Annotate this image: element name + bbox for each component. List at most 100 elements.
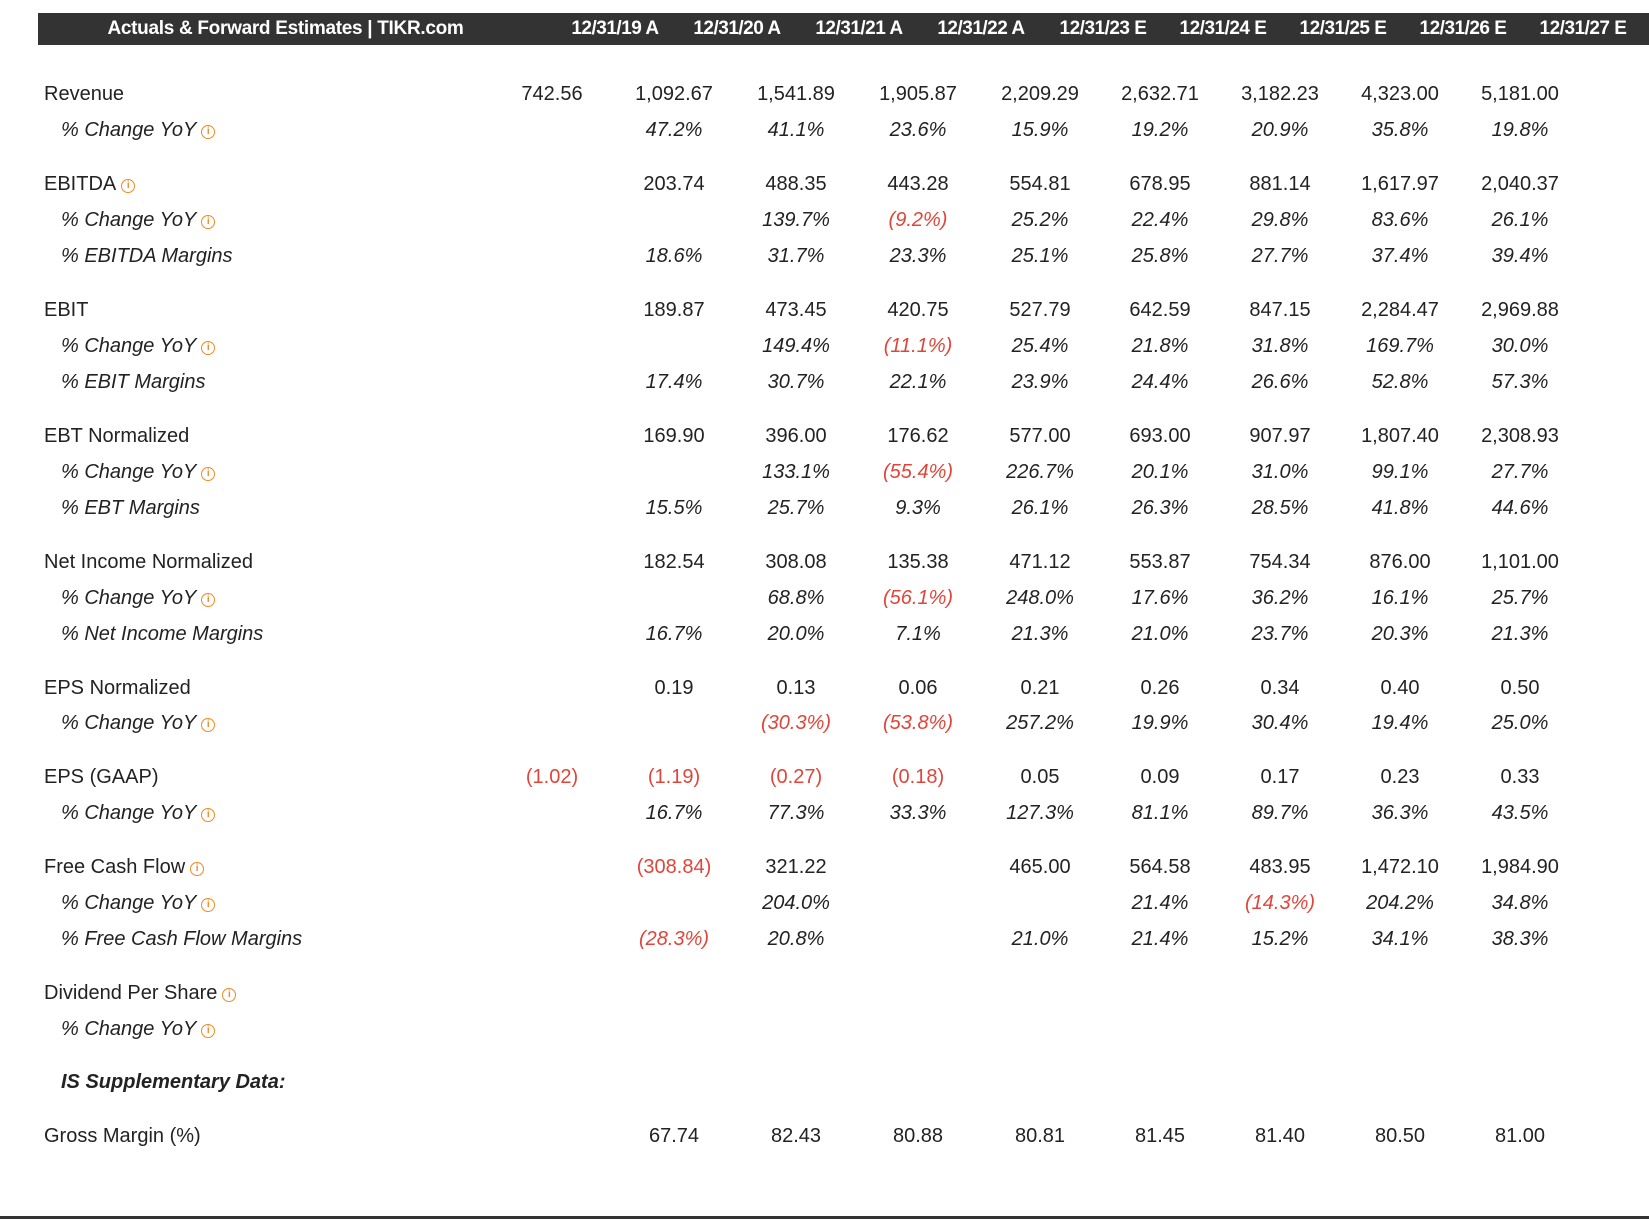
table-cell: 693.00 [1129, 425, 1191, 447]
row-label: Gross Margin (%) [44, 1118, 201, 1154]
table-cell [735, 1064, 857, 1100]
table-cell [491, 418, 613, 454]
table-cell: 27.7% [1251, 245, 1309, 267]
table-cell: 847.15 [1249, 299, 1311, 321]
row-label-text: EBIT [44, 299, 89, 321]
table-cell: 0.06 [898, 677, 938, 699]
table-cell [1339, 1064, 1461, 1100]
table-cell: 0.40 [1380, 677, 1420, 699]
table-cell [979, 885, 1101, 921]
info-circle-icon[interactable]: i [201, 340, 216, 355]
row-label-text: IS Supplementary Data: [61, 1071, 286, 1093]
table-cell: 257.2% [1006, 712, 1074, 734]
table-cell: 26.1% [1011, 497, 1069, 519]
table-cell: 3,182.23 [1241, 83, 1319, 105]
row-label-text: EBITDA [44, 173, 117, 195]
table-cell: 1,472.10 [1361, 856, 1439, 878]
table-cell: 26.1% [1491, 209, 1549, 231]
table-cell: 19.2% [1131, 119, 1189, 141]
info-circle-icon[interactable]: i [121, 178, 136, 193]
table-row: EPS (GAAP) (1.02) (1.19) (0.27) (0.18) 0.05 0.… [0, 759, 1649, 795]
table-cell: 16.1% [1371, 587, 1429, 609]
table-cell: (14.3%) [1244, 892, 1316, 914]
row-label-text: EPS Normalized [44, 677, 191, 699]
column-header: 12/31/24 E [1179, 18, 1267, 39]
table-cell: 18.6% [645, 245, 703, 267]
table-cell [1459, 1011, 1581, 1047]
table-cell: 31.7% [767, 245, 825, 267]
table-cell: 1,617.97 [1361, 173, 1439, 195]
table-row: % EBT Margins 15.5% 25.7% 9.3% 26.1% 26.3% 28.… [0, 490, 1649, 526]
table-row: Net Income Normalized 182.54 308.08 135.38 4… [0, 544, 1649, 580]
table-cell: 21.4% [1131, 928, 1189, 950]
table-cell: 81.00 [1494, 1125, 1546, 1147]
row-label-text: Gross Margin (%) [44, 1125, 201, 1147]
row-label: % Change YoY i [61, 328, 216, 364]
info-circle-icon[interactable]: i [201, 897, 216, 912]
table-cell: 23.9% [1011, 371, 1069, 393]
table-cell: 1,984.90 [1481, 856, 1559, 878]
column-header: 12/31/20 A [693, 18, 781, 39]
info-circle-icon[interactable]: i [201, 807, 216, 822]
table-cell: 149.4% [762, 335, 830, 357]
table-row: IS Supplementary Data: [0, 1064, 1649, 1100]
table-cell: 57.3% [1491, 371, 1549, 393]
table-cell: 443.28 [887, 173, 949, 195]
table-cell: 41.1% [767, 119, 825, 141]
row-label-text: % Change YoY [61, 892, 197, 914]
table-row: Free Cash Flow i (308.84) 321.22 465.00 564.5… [0, 849, 1649, 885]
table-cell: 20.3% [1371, 623, 1429, 645]
table-cell: 321.22 [765, 856, 827, 878]
table-cell: 189.87 [643, 299, 705, 321]
table-cell: 0.26 [1140, 677, 1180, 699]
table-cell: 24.4% [1131, 371, 1189, 393]
table-cell: 204.2% [1366, 892, 1434, 914]
row-label: % Change YoY i [61, 885, 216, 921]
row-label-text: % Change YoY [61, 335, 197, 357]
table-cell: 34.1% [1371, 928, 1429, 950]
info-circle-icon[interactable]: i [201, 124, 216, 139]
table-cell: 27.7% [1491, 461, 1549, 483]
table-cell: 15.9% [1011, 119, 1069, 141]
table-cell: 2,969.88 [1481, 299, 1559, 321]
table-cell: (308.84) [636, 856, 712, 878]
table-row: % Change YoY i 204.0% 21.4% (14.3%) 204.2% 34.… [0, 885, 1649, 921]
info-circle-icon[interactable]: i [222, 987, 237, 1002]
table-cell: 139.7% [762, 209, 830, 231]
info-circle-icon[interactable]: i [201, 1023, 216, 1038]
table-row: Revenue 742.56 1,092.67 1,541.89 1,905.87 2,2… [0, 76, 1649, 112]
table-cell [491, 202, 613, 238]
table-row: % Change YoY i 16.7% 77.3% 33.3% 127.3% 81.1% 8… [0, 795, 1649, 831]
table-cell [1459, 975, 1581, 1011]
table-cell: 29.8% [1251, 209, 1309, 231]
table-cell: (9.2%) [888, 209, 948, 231]
table-cell: 1,541.89 [757, 83, 835, 105]
table-cell [491, 544, 613, 580]
table-cell: (56.1%) [882, 587, 954, 609]
table-row: % EBIT Margins 17.4% 30.7% 22.1% 23.9% 24.4% 2… [0, 364, 1649, 400]
info-circle-icon[interactable]: i [190, 861, 205, 876]
info-circle-icon[interactable]: i [201, 466, 216, 481]
table-cell: 16.7% [645, 623, 703, 645]
table-row: % Change YoY i 149.4% (11.1%) 25.4% 21.8% 31.8… [0, 328, 1649, 364]
table-cell: 2,284.47 [1361, 299, 1439, 321]
table-cell: 19.9% [1131, 712, 1189, 734]
table-cell: 77.3% [767, 802, 825, 824]
table-cell: 25.2% [1011, 209, 1069, 231]
row-label: Free Cash Flow i [44, 849, 205, 885]
row-label: % Change YoY i [61, 112, 216, 148]
info-circle-icon[interactable]: i [201, 214, 216, 229]
info-circle-icon[interactable]: i [201, 717, 216, 732]
table-cell: 25.0% [1491, 712, 1549, 734]
table-cell: 30.0% [1491, 335, 1549, 357]
table-cell: 9.3% [895, 497, 941, 519]
column-header: 12/31/23 E [1059, 18, 1147, 39]
info-circle-icon[interactable]: i [201, 592, 216, 607]
row-label-text: Dividend Per Share [44, 982, 218, 1004]
table-cell: 754.34 [1249, 551, 1311, 573]
row-label-text: EPS (GAAP) [44, 766, 159, 788]
table-cell [857, 1064, 979, 1100]
table-cell [735, 975, 857, 1011]
table-cell: 396.00 [765, 425, 827, 447]
row-label: EPS (GAAP) [44, 759, 158, 795]
